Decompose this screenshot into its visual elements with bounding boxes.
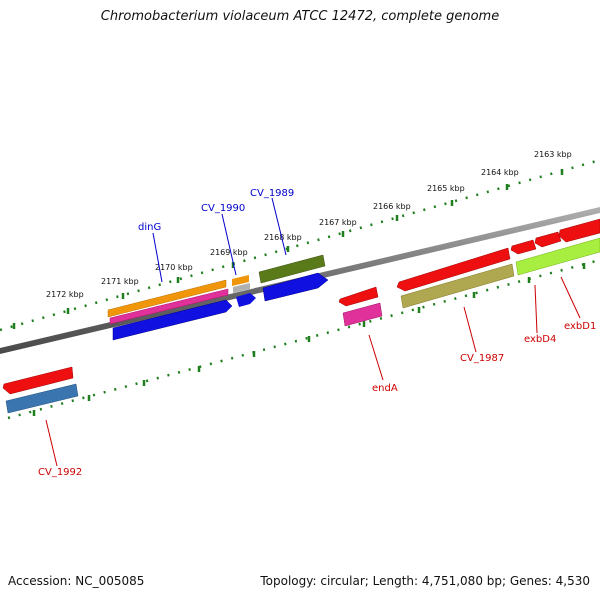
gene-label-endA: endA bbox=[372, 383, 398, 394]
gene-arrow-blue-small[interactable] bbox=[236, 293, 256, 307]
tick-label-2164: 2164 kbp bbox=[481, 168, 519, 177]
tick-label-2171: 2171 kbp bbox=[101, 277, 139, 286]
genome-meta-text: Topology: circular; Length: 4,751,080 bp… bbox=[260, 574, 590, 588]
gene-small-orange[interactable] bbox=[232, 275, 249, 286]
gene-red-left[interactable] bbox=[2, 366, 74, 395]
gene-red-exbD1[interactable] bbox=[558, 218, 600, 243]
gene-steelblue[interactable] bbox=[5, 383, 79, 414]
upper-tick-track bbox=[0, 158, 600, 332]
gene-pink-endA[interactable] bbox=[342, 302, 383, 327]
tick-label-2170: 2170 kbp bbox=[155, 263, 193, 272]
gene-arrow-pink[interactable] bbox=[109, 288, 229, 325]
tick-label-2167: 2167 kbp bbox=[319, 218, 357, 227]
gene-label-exbD1: exbD1 bbox=[564, 321, 596, 332]
tick-label-2169: 2169 kbp bbox=[210, 248, 248, 257]
gene-red-exbD4[interactable] bbox=[510, 239, 537, 255]
gene-lime[interactable] bbox=[515, 237, 600, 276]
gene-arrow-orange[interactable] bbox=[107, 279, 227, 318]
accession-text: Accession: NC_005085 bbox=[8, 574, 145, 588]
forward-features bbox=[107, 254, 329, 341]
upper-major-ticks bbox=[12, 169, 564, 329]
tick-label-2166: 2166 kbp bbox=[373, 202, 411, 211]
tick-label-2163: 2163 kbp bbox=[534, 150, 572, 159]
label-leaders bbox=[45, 197, 581, 467]
gene-arrow-blue-right[interactable] bbox=[262, 272, 329, 302]
gene-label-CV_1989: CV_1989 bbox=[250, 188, 294, 199]
gene-red-endA-upper[interactable] bbox=[338, 286, 379, 307]
lower-major-ticks bbox=[32, 263, 586, 416]
gene-label-CV_1992: CV_1992 bbox=[38, 467, 82, 478]
gene-small-grey[interactable] bbox=[233, 283, 250, 293]
gene-red-CV1987[interactable] bbox=[396, 247, 511, 292]
gene-label-CV_1990: CV_1990 bbox=[201, 203, 245, 214]
gene-label-dinG: dinG bbox=[138, 222, 161, 233]
gene-arrow-blue-long[interactable] bbox=[112, 299, 233, 341]
tick-label-2165: 2165 kbp bbox=[427, 184, 465, 193]
gene-khaki-CV1987[interactable] bbox=[400, 263, 515, 309]
tick-label-2172: 2172 kbp bbox=[46, 290, 84, 299]
tick-label-2168: 2168 kbp bbox=[264, 233, 302, 242]
gene-red-exbD4b[interactable] bbox=[534, 231, 562, 248]
gene-label-exbD4: exbD4 bbox=[524, 334, 556, 345]
gene-label-CV_1987: CV_1987 bbox=[460, 353, 504, 364]
reverse-features bbox=[2, 218, 600, 414]
gene-olive[interactable] bbox=[258, 254, 326, 284]
map-title: Chromobacterium violaceum ATCC 12472, co… bbox=[100, 9, 500, 24]
